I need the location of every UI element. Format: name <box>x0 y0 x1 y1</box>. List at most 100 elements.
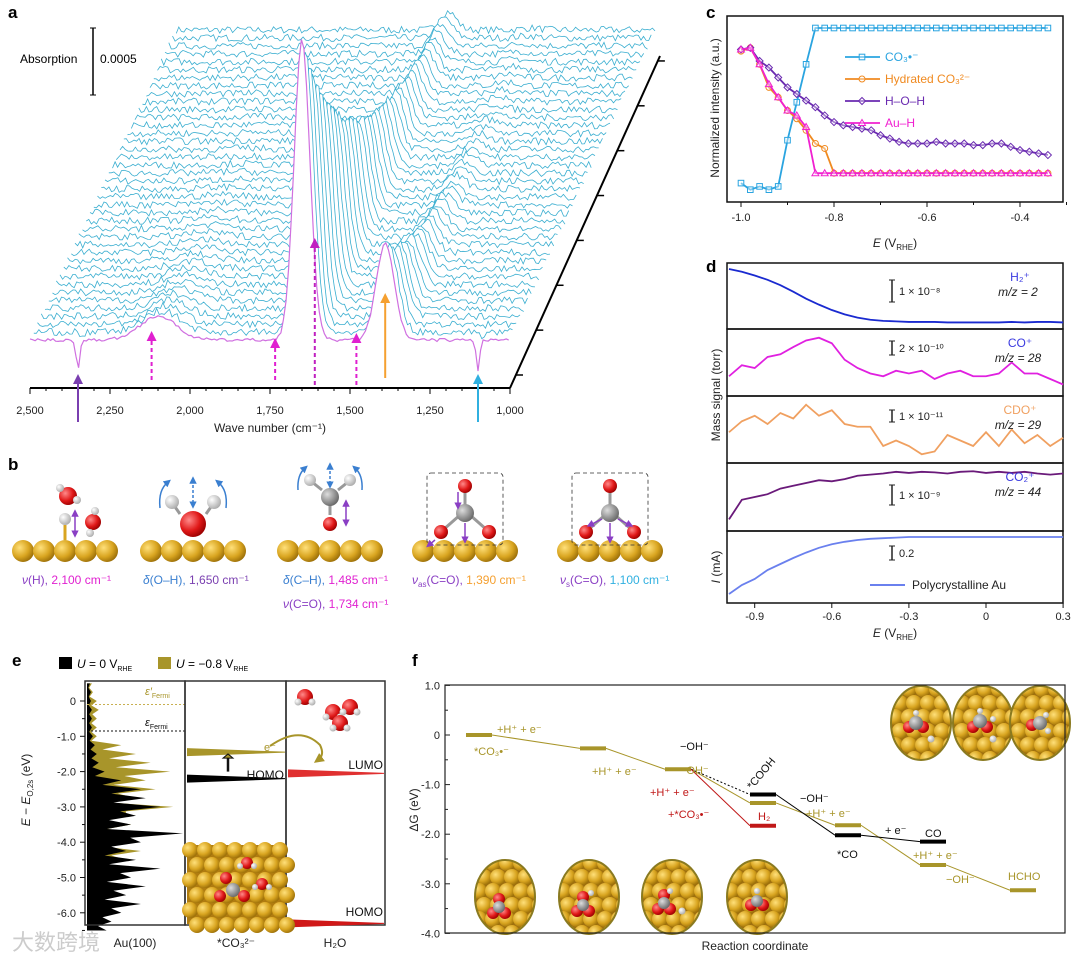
data-point-diamond <box>783 83 792 92</box>
arrow-up-icon <box>73 374 83 384</box>
data-point-triangle <box>866 168 876 177</box>
hydrogen-atom <box>343 724 351 732</box>
gold-atom <box>264 857 280 873</box>
panel-f: f 1.0 0 -1.0 -2.0 -3.0 -4.0 ΔG (eV) Reaction … <box>407 651 1071 953</box>
step-label: −OH⁻ <box>680 765 709 777</box>
y-axis-label-c: Normalized intensity (a.u.) <box>708 38 722 177</box>
carbon-atom <box>909 716 923 730</box>
gold-atom <box>242 902 258 918</box>
absorption-label: Absorption <box>20 52 77 66</box>
gold-atom <box>1025 695 1041 711</box>
x-axis-label-d: E (VRHE) <box>873 626 917 642</box>
connector-line <box>491 734 581 749</box>
pathway-2 <box>690 768 776 828</box>
gold-atom <box>666 860 682 871</box>
gold-atom <box>770 897 786 913</box>
gold-atom <box>891 709 903 725</box>
mz-label: m/z = 28 <box>995 351 1042 365</box>
mode-bond: (C–H), <box>290 573 329 587</box>
gold-atom <box>996 751 1012 760</box>
data-point-triangle <box>894 168 904 177</box>
gold-atom <box>1005 709 1013 725</box>
data-point-square <box>830 24 838 32</box>
data-point-triangle <box>941 168 950 177</box>
gold-atom <box>527 860 535 871</box>
y-axis-label-mass: Mass signal (torr) <box>709 349 723 442</box>
gold-atom <box>934 751 950 760</box>
y-tick-label: 0 <box>70 696 76 708</box>
gold-atom <box>219 857 235 873</box>
gold-atom <box>1034 686 1050 697</box>
gold-atom <box>671 869 687 885</box>
mode-symbol: δ <box>143 573 150 587</box>
step-label: *COOH <box>745 756 778 792</box>
mode-symbol: ν <box>560 573 566 587</box>
gold-atom <box>234 917 250 933</box>
gold-atom <box>279 917 295 933</box>
connector-line <box>860 824 921 866</box>
mode-bond: (C=O), <box>289 597 329 611</box>
data-point-diamond <box>913 139 922 148</box>
gold-atom <box>779 860 787 871</box>
gold-atom <box>242 872 258 888</box>
y-tick-label: -5.0 <box>57 873 76 885</box>
dos-area <box>87 683 184 931</box>
data-point-circle <box>858 75 866 83</box>
gold-atom <box>765 883 781 899</box>
connector-line <box>605 747 666 770</box>
data-point-diamond <box>904 139 913 148</box>
gold-atom <box>279 887 295 903</box>
data-point-square <box>774 183 782 190</box>
hydrogen-atom <box>678 907 686 915</box>
gold-atom <box>756 869 772 885</box>
gold-atom <box>642 883 654 899</box>
gold-atom <box>1062 709 1070 725</box>
data-point-triangle <box>820 168 830 177</box>
electron-transfer-arrow <box>269 734 325 763</box>
spectrum-trace <box>146 59 626 98</box>
data-point-square <box>1026 24 1033 32</box>
data-point-diamond <box>894 137 904 147</box>
rotation-arrow-icon <box>158 479 171 509</box>
vibration-arrow-icon <box>586 518 603 527</box>
data-point-diamond <box>876 131 885 140</box>
column-label-co3: *CO₃²⁻ <box>217 936 255 950</box>
data-point-triangle <box>773 92 783 101</box>
hydrogen-atom <box>73 496 81 504</box>
gold-atom <box>583 860 599 871</box>
panel-label-d: d <box>706 257 716 276</box>
panel-b: b ν(H), 2,100 cm⁻¹ δ(O–H), 1,650 cm⁻¹ δ(C–… <box>8 455 669 611</box>
data-point-triangle <box>801 122 811 130</box>
series-line <box>740 46 1049 156</box>
gold-atom <box>212 842 228 858</box>
signal-line <box>728 336 1064 386</box>
surface-atoms <box>559 860 619 934</box>
gold-atom <box>694 860 702 871</box>
hydrogen-atom <box>329 724 337 732</box>
data-point-square <box>737 179 745 187</box>
subplot-frame <box>726 530 1064 604</box>
tick-label: -0.6 <box>918 212 937 224</box>
data-point-diamond <box>1034 149 1043 158</box>
data-point-diamond <box>941 139 950 148</box>
x-axis-label-f: Reaction coordinate <box>702 939 809 953</box>
vibration-mode-labels: ν(H), 2,100 cm⁻¹ δ(O–H), 1,650 cm⁻¹ δ(C–H)… <box>22 573 669 611</box>
surface-image <box>182 842 295 933</box>
gold-atom <box>264 917 280 933</box>
surface-rim <box>558 859 620 935</box>
data-point-triangle <box>922 168 932 177</box>
oxygen-atom <box>180 511 206 537</box>
gold-atom <box>602 897 618 913</box>
gold-atom <box>75 540 97 562</box>
panel-label-e: e <box>12 651 21 670</box>
fermi-label: εFermi <box>145 717 168 731</box>
mode-bond: (H), <box>28 573 51 587</box>
data-point-square <box>1007 24 1015 32</box>
step-label: −OH⁻ <box>946 874 975 886</box>
gold-atom <box>189 857 205 873</box>
data-point-diamond <box>1006 142 1015 152</box>
y-tick-label: 0 <box>434 730 440 742</box>
surface-rim <box>726 859 788 935</box>
data-point-square <box>970 24 977 32</box>
mode-wavenumber: 2,100 cm⁻¹ <box>51 573 111 587</box>
